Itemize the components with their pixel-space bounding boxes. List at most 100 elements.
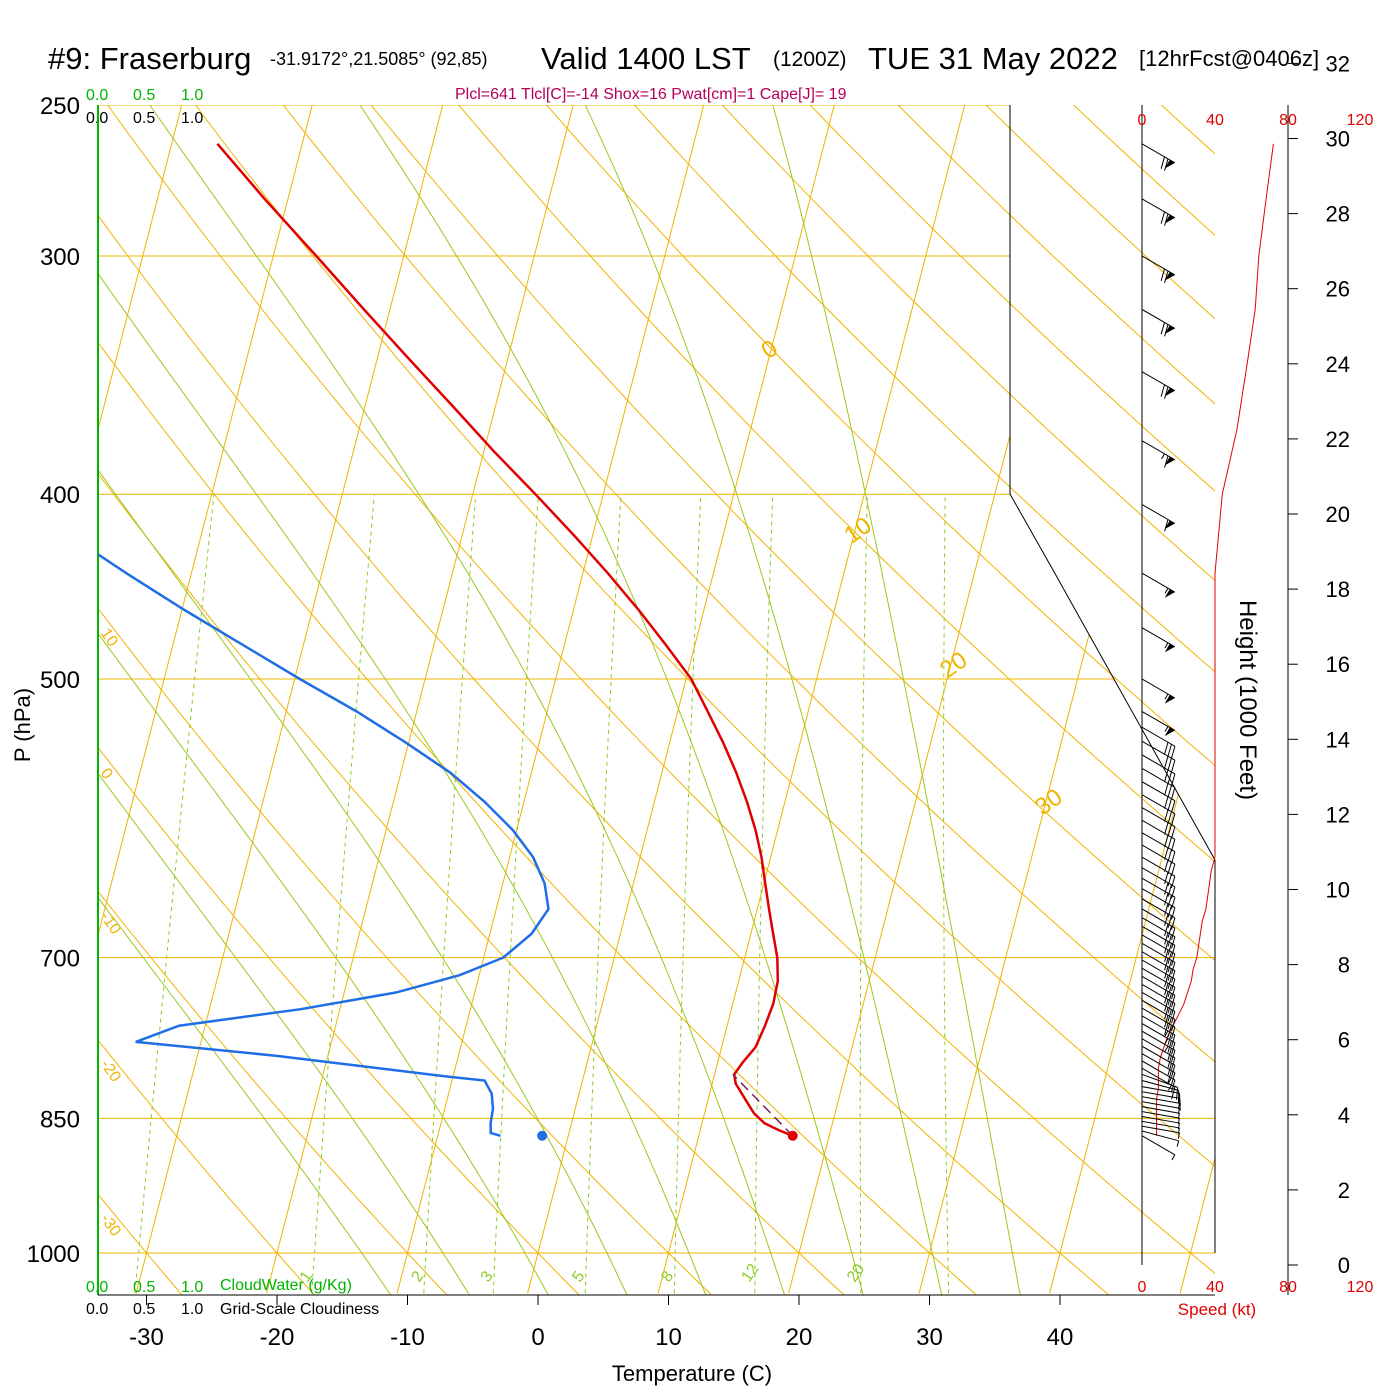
isotherm-layer — [98, 71, 1400, 1294]
dry-adiabat — [370, 105, 1215, 962]
height-tick-label: 30 — [1326, 127, 1350, 152]
wind-barb-feather — [1171, 1011, 1176, 1024]
wind-barb-feather — [1164, 999, 1169, 1012]
wind-barb-staff — [1141, 440, 1176, 461]
height-tick-label: 22 — [1326, 427, 1350, 452]
wind-barb-feather — [1164, 742, 1169, 755]
wind-barb-feather — [1171, 1034, 1176, 1047]
wind-barb-feather — [1167, 925, 1172, 938]
wind-barb-staff — [1141, 999, 1176, 1020]
wind-barb — [1141, 572, 1176, 598]
wind-barb-feather — [1164, 519, 1169, 532]
wind-barb-feather — [1167, 849, 1172, 862]
wind-barb-feather — [1167, 993, 1172, 1006]
wind-barb-flag — [1164, 159, 1175, 169]
dry-adiabat-label: -10 — [97, 909, 124, 938]
wind-barb-half — [1161, 453, 1165, 460]
wind-barb-feather — [1171, 863, 1176, 877]
title-station: #9: Fraserburg — [48, 41, 251, 76]
wind-barb-staff — [1141, 844, 1176, 865]
wind-barb-staff — [1141, 877, 1176, 898]
moist-adiabat — [772, 105, 1021, 1295]
wind-barb — [1141, 504, 1176, 532]
wind-barb-feather — [1167, 1024, 1172, 1038]
dry-adiabat-label: -20 — [97, 1057, 124, 1086]
cloud-bottom-green-2: 1.0 — [181, 1279, 203, 1296]
wind-barb-half — [1177, 1103, 1180, 1110]
wind-barb-feather — [1164, 1007, 1169, 1020]
wind-barb-feather — [1164, 270, 1169, 284]
wind-barb-staff — [1141, 678, 1176, 699]
wind-barb-staff — [1141, 1135, 1176, 1156]
wind-barb-feather — [1167, 1032, 1172, 1045]
pressure-tick-label: 700 — [40, 946, 80, 973]
cloud-water-label: CloudWater (g/Kg) — [220, 1277, 352, 1294]
wind-barb-half — [1177, 1113, 1180, 1120]
wind-barb-staff — [1141, 975, 1176, 996]
wind-barb-staff — [1141, 255, 1176, 276]
wind-barb-half — [1164, 693, 1169, 700]
wind-barb-feather — [1164, 809, 1169, 822]
height-tick-label: 24 — [1326, 352, 1350, 377]
dry-adiabat — [98, 607, 713, 1295]
wind-barb-staff — [1141, 726, 1176, 747]
dry-adiabat-label: 10 — [97, 626, 121, 650]
wind-barb-feather — [1164, 1015, 1169, 1028]
wind-barb-feather — [1164, 158, 1169, 171]
wind-barb-staff — [1141, 819, 1176, 840]
cloud-bottom-black-0: 0.0 — [86, 1301, 108, 1318]
wind-barb-staff — [1141, 983, 1176, 1004]
wind-barb-staff — [1141, 991, 1176, 1012]
isotherm-line — [1311, 71, 1400, 1293]
wind-barb-feather — [1167, 798, 1172, 811]
wind-barb-staff — [1141, 1007, 1176, 1028]
mixing-ratio-line — [943, 494, 950, 1295]
wind-barb-half — [1164, 642, 1169, 649]
title-coords: -31.9172°,21.5085° (92,85) — [270, 49, 488, 69]
wind-barb-half — [1177, 1127, 1180, 1134]
stability-indices: Plcl=641 Tlcl[C]=-14 Shox=16 Pwat[cm]=1 … — [455, 86, 847, 103]
isotherm-label: 20 — [935, 646, 972, 683]
wind-barb-feather — [1160, 211, 1165, 224]
wind-barb-feather — [1167, 861, 1172, 875]
height-tick-label: 18 — [1326, 577, 1350, 602]
wind-barb-feather — [1171, 1003, 1176, 1016]
wind-barb — [1141, 898, 1176, 930]
wind-barb — [1141, 371, 1176, 399]
wind-barb-staff — [1141, 1091, 1180, 1099]
wind-barb-feather — [1164, 783, 1169, 796]
height-tick-label: 4 — [1338, 1103, 1350, 1128]
surface-dew-dot — [537, 1130, 548, 1141]
wind-barb-half — [1168, 1084, 1172, 1091]
wind-barb-feather — [1167, 985, 1172, 998]
wind-barb-half — [1176, 1140, 1180, 1147]
height-tick-label: 32 — [1326, 51, 1350, 76]
wind-barb-feather — [1164, 966, 1169, 979]
x-axis-label: Temperature (C) — [612, 1361, 772, 1386]
moist-adiabat — [359, 105, 864, 1295]
temperature-line — [216, 142, 794, 1137]
wind-barb-feather — [1167, 1048, 1172, 1061]
wind-barb-feather — [1171, 826, 1176, 839]
height-tick-label: 14 — [1326, 727, 1350, 752]
isotherm-line — [1179, 105, 1215, 1294]
speed-top-120: 120 — [1347, 112, 1374, 129]
speed-axis: 0 40 80 120 0 40 80 120 Speed (kt) — [1138, 112, 1374, 1319]
dry-adiabat — [985, 105, 1215, 320]
wind-barb-half — [1164, 1038, 1169, 1045]
wind-speed-profile — [1156, 143, 1274, 1136]
wind-barb-flag — [1164, 456, 1175, 466]
cloud-bottom-green-0: 0.0 — [86, 1279, 108, 1296]
wind-barb — [1141, 1106, 1180, 1120]
x-tick-label: 30 — [916, 1324, 943, 1351]
wind-barb-feather — [1164, 923, 1169, 936]
wind-barb-staff — [1141, 1111, 1180, 1119]
wind-barb-staff — [1141, 627, 1176, 648]
title-date: TUE 31 May 2022 — [868, 41, 1118, 76]
pressure-tick-label: 300 — [40, 244, 80, 271]
wind-barb-feather — [1175, 1087, 1179, 1100]
dry-adiabat — [809, 105, 1215, 492]
dry-adiabat — [458, 105, 1215, 863]
height-tick-label: 10 — [1326, 878, 1350, 903]
mixing-ratio-line — [492, 494, 539, 1295]
